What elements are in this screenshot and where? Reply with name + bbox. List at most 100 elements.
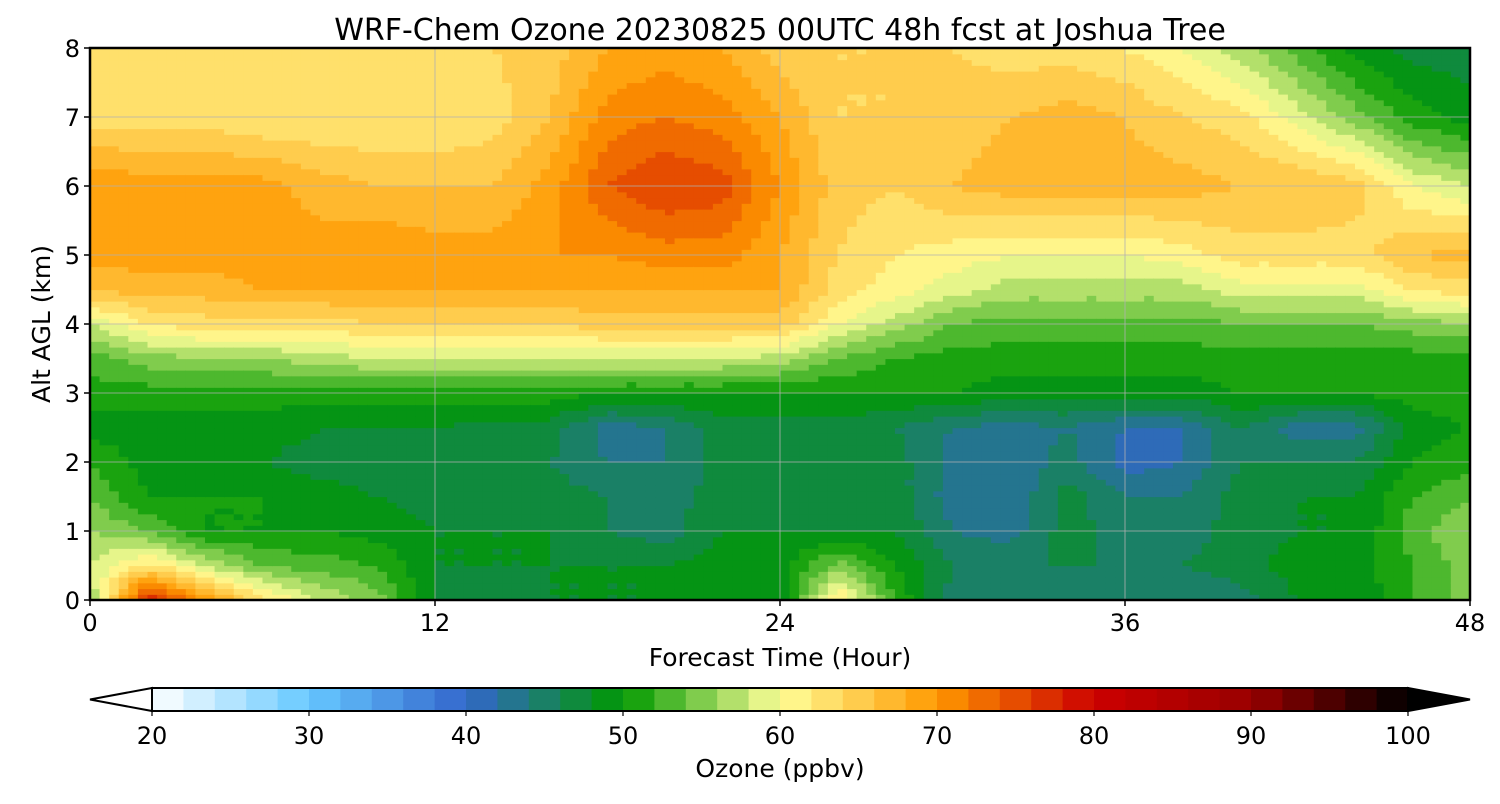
heatmap-cell: [1182, 462, 1193, 469]
heatmap-cell: [952, 542, 963, 549]
heatmap-cell: [885, 588, 896, 595]
heatmap-cell: [1077, 398, 1088, 406]
heatmap-cell: [674, 525, 685, 532]
heatmap-cell: [665, 416, 676, 423]
heatmap-cell: [272, 398, 283, 406]
heatmap-cell: [147, 485, 158, 492]
heatmap-cell: [1038, 513, 1049, 521]
heatmap-cell: [895, 548, 906, 555]
heatmap-cell: [157, 496, 168, 503]
heatmap-cell: [99, 393, 110, 400]
heatmap-cell: [789, 490, 800, 498]
heatmap-cell: [1326, 462, 1337, 469]
heatmap-cell: [636, 439, 647, 446]
heatmap-cell: [1412, 582, 1423, 590]
heatmap-cell: [1307, 485, 1318, 492]
heatmap-cell: [626, 554, 637, 561]
heatmap-cell: [157, 565, 168, 572]
heatmap-cell: [406, 456, 417, 463]
heatmap-cell: [1144, 404, 1155, 411]
heatmap-cell: [904, 525, 915, 532]
heatmap-cell: [310, 456, 321, 463]
heatmap-cell: [463, 450, 474, 457]
heatmap-cell: [415, 588, 427, 595]
heatmap-cell: [1067, 479, 1078, 486]
heatmap-cell: [789, 404, 800, 411]
heatmap-cell: [1144, 433, 1155, 440]
heatmap-cell: [1441, 473, 1452, 480]
heatmap-cell: [1383, 554, 1394, 561]
heatmap-cell: [751, 456, 762, 463]
heatmap-cell: [521, 416, 532, 423]
heatmap-cell: [684, 450, 695, 457]
heatmap-cell: [425, 496, 436, 503]
heatmap-cell: [703, 398, 714, 406]
heatmap-cell: [617, 519, 628, 526]
heatmap-cell: [645, 485, 657, 492]
heatmap-cell: [1038, 531, 1049, 538]
heatmap-cell: [272, 439, 283, 446]
heatmap-cell: [1105, 548, 1117, 555]
heatmap-cell: [157, 450, 168, 457]
heatmap-cell: [243, 485, 254, 492]
heatmap-cell: [1172, 496, 1184, 503]
heatmap-cell: [118, 525, 129, 532]
heatmap-cell: [1268, 577, 1279, 584]
heatmap-cell: [645, 439, 657, 446]
heatmap-cell: [990, 444, 1002, 452]
heatmap-cell: [262, 502, 273, 509]
heatmap-cell: [300, 427, 312, 434]
heatmap-cell: [1134, 398, 1145, 406]
heatmap-cell: [511, 439, 522, 446]
heatmap-cell: [1105, 513, 1117, 521]
heatmap-cell: [348, 513, 359, 521]
heatmap-cell: [396, 421, 407, 429]
heatmap-cell: [933, 450, 944, 457]
heatmap-cell: [904, 582, 915, 590]
heatmap-cell: [435, 404, 446, 411]
heatmap-cell: [645, 502, 657, 509]
heatmap-cell: [252, 410, 264, 417]
heatmap-cell: [1335, 577, 1347, 584]
heatmap-cell: [885, 427, 896, 434]
heatmap-cell: [1249, 427, 1260, 434]
heatmap-cell: [214, 542, 225, 549]
heatmap-cell: [521, 444, 532, 452]
heatmap-cell: [109, 421, 120, 429]
heatmap-cell: [1230, 577, 1241, 584]
heatmap-cell: [990, 462, 1002, 469]
heatmap-cell: [291, 490, 302, 498]
heatmap-cell: [205, 559, 216, 567]
heatmap-cell: [655, 513, 666, 521]
heatmap-cell: [1163, 542, 1174, 549]
heatmap-cell: [435, 473, 446, 480]
heatmap-cell: [703, 490, 714, 498]
heatmap-cell: [310, 508, 321, 515]
heatmap-cell: [521, 433, 532, 440]
heatmap-cell: [1259, 485, 1270, 492]
heatmap-cell: [1240, 479, 1251, 486]
heatmap-cell: [856, 439, 867, 446]
heatmap-cell: [1211, 525, 1222, 532]
heatmap-cell: [1383, 536, 1394, 544]
heatmap-cell: [827, 479, 839, 486]
heatmap-cell: [1105, 450, 1117, 457]
heatmap-cell: [310, 554, 321, 561]
heatmap-cell: [1402, 554, 1414, 561]
heatmap-cell: [645, 416, 657, 423]
heatmap-cell: [1450, 542, 1462, 549]
heatmap-cell: [1441, 479, 1452, 486]
heatmap-cell: [262, 565, 273, 572]
heatmap-cell: [435, 444, 446, 452]
heatmap-cell: [118, 456, 129, 463]
heatmap-cell: [348, 508, 359, 515]
heatmap-cell: [1220, 548, 1232, 555]
heatmap-cell: [1393, 571, 1404, 578]
heatmap-cell: [415, 444, 427, 452]
heatmap-cell: [1010, 479, 1021, 486]
heatmap-cell: [329, 525, 340, 532]
heatmap-cell: [128, 404, 139, 411]
heatmap-cell: [1153, 410, 1164, 417]
heatmap-cell: [185, 502, 197, 509]
heatmap-cell: [118, 404, 129, 411]
